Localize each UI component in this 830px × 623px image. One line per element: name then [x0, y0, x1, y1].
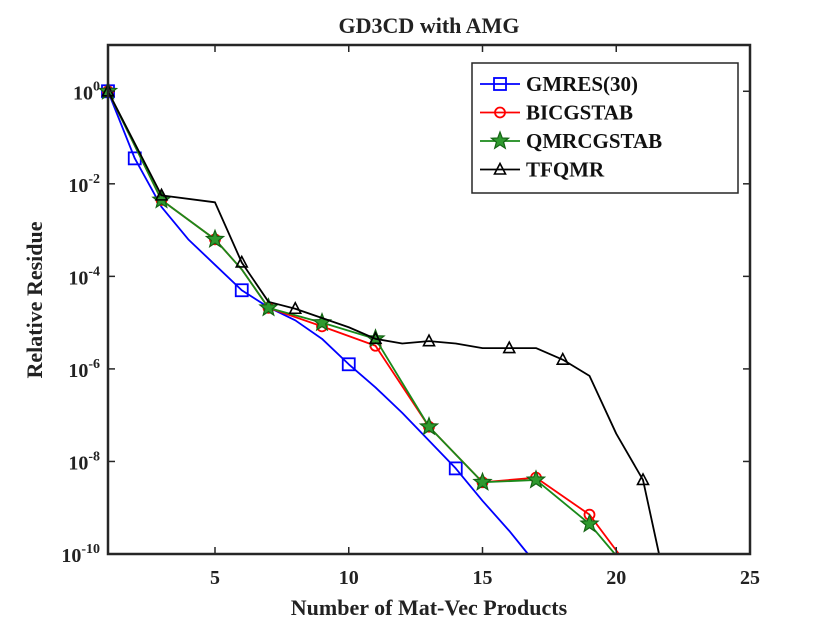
- plot-frame: [106, 43, 752, 556]
- x-axis-label: Number of Mat-Vec Products: [291, 595, 568, 620]
- data-point-qmrcgstab: [579, 513, 600, 533]
- data-point-tfqmr: [154, 187, 169, 201]
- legend-marker: [494, 106, 506, 119]
- x-tick-label: 25: [740, 567, 760, 589]
- data-point-qmrcgstab: [418, 416, 440, 436]
- data-point-gmres-30: [234, 283, 249, 298]
- legend-label: BICGSTAB: [526, 101, 633, 125]
- series-line-qmrcgstab: [107, 90, 616, 555]
- data-point-tfqmr: [368, 331, 383, 345]
- y-tick-label: 100: [73, 79, 100, 104]
- y-tick-label: 10-6: [68, 357, 100, 382]
- data-point-tfqmr: [555, 351, 570, 365]
- data-point-qmrcgstab: [204, 228, 226, 249]
- y-tick-label: 10-8: [68, 449, 100, 474]
- y-tick-label: 10-4: [68, 264, 100, 289]
- x-tick-label: 20: [606, 567, 626, 589]
- legend-entry-qmrcgstab: QMRCGSTAB: [480, 129, 662, 153]
- chart-title: GD3CD with AMG: [339, 13, 520, 38]
- x-tick-label: 10: [339, 567, 359, 589]
- legend-entry-bicgstab: BICGSTAB: [480, 101, 633, 125]
- y-tick-label: 10-10: [61, 542, 100, 567]
- series-line-gmres-30: [107, 90, 529, 555]
- y-tick-label: 10-2: [68, 172, 100, 197]
- data-point-qmrcgstab: [258, 297, 279, 317]
- legend-marker: [493, 77, 507, 91]
- x-tick-label: 15: [473, 567, 493, 589]
- data-point-gmres-30: [448, 461, 463, 476]
- legend-entry-tfqmr: TFQMR: [480, 158, 605, 182]
- legend-label: GMRES(30): [526, 72, 638, 96]
- legend-marker: [493, 161, 507, 175]
- legend-label: QMRCGSTAB: [526, 129, 662, 153]
- x-tick-label: 5: [210, 567, 220, 589]
- ticks-layer: 5 10 15 20 25 100 10-2 10-4 10-6 10-8 10-10: [61, 45, 760, 589]
- data-point-tfqmr: [502, 340, 517, 354]
- series-line-tfqmr: [107, 90, 660, 555]
- legend-label: TFQMR: [526, 158, 605, 182]
- data-point-tfqmr: [636, 472, 650, 486]
- y-axis-label: Relative Residue: [22, 221, 47, 378]
- legend-marker: [489, 130, 511, 150]
- legend-entry-gmres-30: GMRES(30): [480, 72, 638, 96]
- data-point-tfqmr: [288, 301, 303, 315]
- data-point-tfqmr: [234, 254, 249, 268]
- data-point-qmrcgstab: [472, 471, 493, 491]
- legend: GMRES(30) BICGSTAB QMRCGSTAB TFQMR: [471, 62, 739, 194]
- data-point-qmrcgstab: [525, 469, 547, 489]
- data-point-gmres-30: [341, 357, 356, 372]
- data-point-tfqmr: [422, 333, 436, 347]
